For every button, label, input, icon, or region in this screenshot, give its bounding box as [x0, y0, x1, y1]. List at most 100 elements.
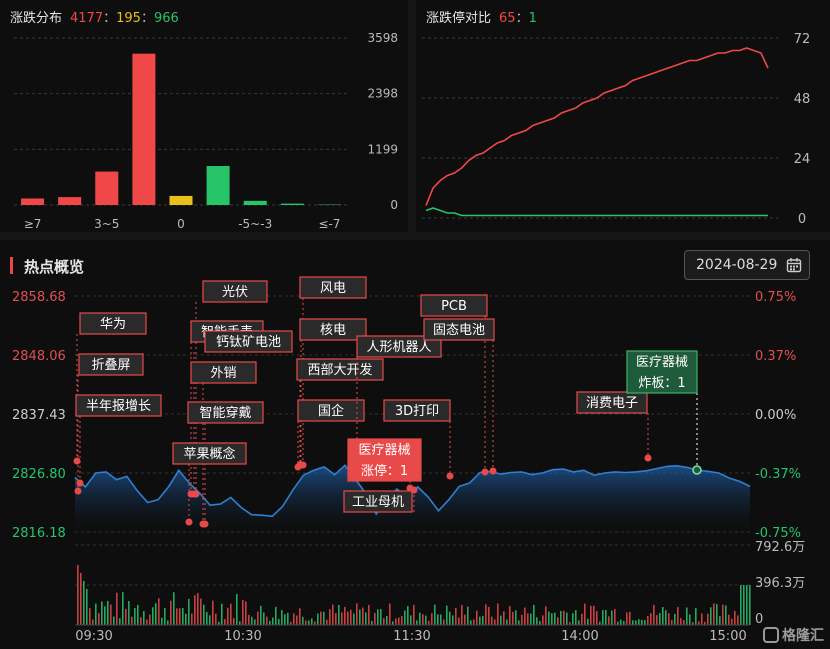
volume-bar: [689, 614, 691, 625]
volume-bar: [104, 606, 106, 625]
limit-down-line: [425, 207, 768, 217]
volume-bar: [131, 616, 133, 625]
volume-bar: [221, 603, 223, 625]
bar: [58, 197, 82, 205]
annotation-box: [343, 490, 413, 513]
volume-bar: [500, 615, 502, 625]
volume-bar: [128, 601, 130, 625]
volume-bar: [632, 620, 634, 625]
volume-bar: [77, 565, 79, 625]
volume-bar: [725, 605, 727, 625]
annotation-detail: 涨停：1: [361, 463, 408, 479]
annotation-label: 折叠屏: [91, 358, 130, 373]
x-tick-label: -5~-3: [238, 217, 272, 231]
volume-bar: [152, 607, 154, 625]
annotation-label: 固态电池: [433, 323, 485, 338]
volume-bar: [260, 605, 262, 625]
volume-bar: [413, 604, 415, 625]
volume-bar: [677, 607, 679, 625]
volume-bar: [266, 616, 268, 625]
volume-bar: [122, 592, 124, 625]
x-tick-label: 3~5: [94, 217, 119, 231]
volume-bar: [293, 613, 295, 625]
price-tick-label: 2816.18: [12, 526, 66, 541]
volume-bar: [374, 613, 376, 625]
volume-bar: [593, 605, 595, 625]
volume-bar: [419, 612, 421, 625]
volume-bar: [206, 611, 208, 625]
annotation-box: [172, 442, 247, 465]
volume-bar: [746, 585, 748, 625]
volume-bar: [383, 618, 385, 625]
volume-bar: [626, 612, 628, 625]
volume-bar: [404, 610, 406, 625]
annotation-label: 核电: [320, 323, 346, 338]
volume-bar: [305, 620, 307, 625]
annotation-box: [187, 401, 264, 424]
volume-bar: [470, 620, 472, 625]
volume-bar: [659, 613, 661, 625]
volume-bar: [389, 603, 391, 625]
volume-bar: [338, 604, 340, 625]
volume-bar: [581, 613, 583, 625]
volume-bar: [407, 606, 409, 625]
annotation-marker: [201, 520, 209, 528]
volume-bar: [431, 613, 433, 625]
volume-bar: [614, 608, 616, 625]
volume-bar: [398, 617, 400, 625]
percent-tick-label: 0.00%: [755, 408, 796, 423]
volume-bar: [224, 619, 226, 625]
volume-bar: [332, 604, 334, 625]
date-picker[interactable]: 2024-08-29: [684, 250, 810, 280]
volume-bar: [182, 607, 184, 625]
volume-bar: [629, 611, 631, 625]
annotation-box: [79, 312, 147, 335]
x-tick-label: ≤-7: [318, 217, 340, 231]
volume-bar: [155, 603, 157, 625]
volume-bar: [518, 620, 520, 625]
volume-bar: [365, 612, 367, 625]
annotation-label: 苹果概念: [183, 446, 235, 462]
price-tick-label: 2826.80: [12, 467, 66, 482]
volume-bar: [542, 615, 544, 625]
annotation-label: 医疗器械: [358, 443, 410, 458]
volume-bar: [320, 611, 322, 625]
volume-bar: [299, 608, 301, 625]
annotation-label: 人形机器人: [366, 340, 431, 355]
volume-tick-label: 792.6万: [755, 540, 805, 555]
bar: [280, 203, 304, 205]
bar: [169, 195, 193, 205]
annotation-label: 3D打印: [395, 404, 439, 419]
annotation-box: [297, 399, 365, 422]
volume-bar: [218, 621, 220, 625]
volume-bar: [455, 607, 457, 625]
annotation-marker: [692, 465, 702, 475]
distribution-bar-chart: 3598 2398 1199 0 ≥7 3~5 0 -5~-3 ≤-7: [14, 31, 398, 231]
annotation-box: [296, 358, 384, 381]
annotation-marker: [190, 490, 198, 498]
volume-bar: [566, 612, 568, 625]
limit-up-line: [425, 47, 769, 206]
flat-count: 195: [116, 11, 141, 26]
volume-bar: [245, 601, 247, 625]
volume-bar: [164, 607, 166, 625]
volume-bar: [620, 619, 622, 625]
volume-bar: [194, 595, 196, 625]
volume-bar: [185, 613, 187, 625]
limit-down-count: 1: [528, 11, 537, 26]
volume-bar: [149, 614, 151, 625]
volume-bar: [317, 613, 319, 625]
volume-bar: [335, 613, 337, 625]
volume-bar: [503, 611, 505, 625]
volume-bar: [176, 608, 178, 625]
volume-bar: [113, 616, 115, 625]
volume-bar: [464, 614, 466, 625]
volume-bar: [173, 592, 175, 625]
percent-tick-label: -0.37%: [755, 467, 801, 482]
volume-bar: [239, 621, 241, 625]
volume-bar: [539, 621, 541, 625]
volume-bar: [731, 618, 733, 625]
volume-bar: [635, 620, 637, 625]
y-tick-label: 0: [798, 212, 806, 227]
volume-bar: [617, 621, 619, 625]
